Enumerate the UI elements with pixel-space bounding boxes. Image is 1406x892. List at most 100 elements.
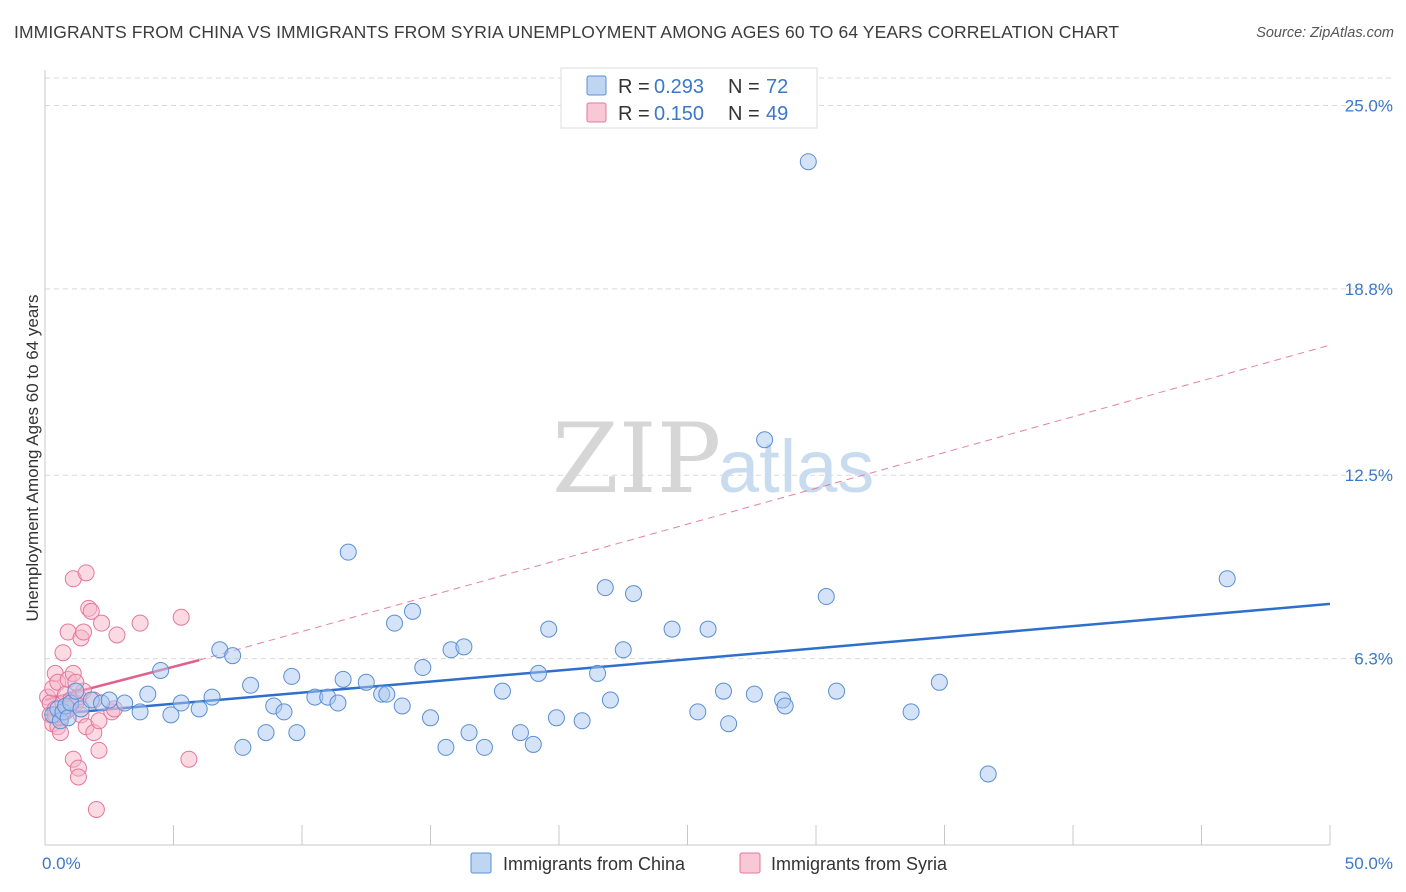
syria-point-36 xyxy=(87,801,105,819)
legend-bottom-syria-label: Immigrants from Syria xyxy=(771,854,948,874)
watermark-zip: ZIP xyxy=(552,403,721,515)
china-point-67 xyxy=(776,697,794,715)
china-point-27 xyxy=(283,667,301,685)
china-point-31 xyxy=(329,694,347,712)
china-point-22 xyxy=(234,738,252,756)
china-point-7 xyxy=(67,682,85,700)
china-point-45 xyxy=(460,724,478,742)
y-tick-labels: 6.3% 12.5% 18.8% 25.0% xyxy=(1345,96,1393,668)
china-point-74 xyxy=(1218,570,1236,588)
china-point-44 xyxy=(455,638,473,656)
china-point-18 xyxy=(190,700,208,718)
watermark: ZIP atlas xyxy=(552,403,874,515)
china-point-70 xyxy=(828,682,846,700)
china-point-71 xyxy=(902,703,920,721)
legend-top: R = 0.293 N = 72 R = 0.150 N = 49 xyxy=(560,67,818,129)
legend-bottom-china-swatch xyxy=(470,852,492,874)
syria-point-38 xyxy=(90,712,108,730)
china-point-49 xyxy=(524,735,542,753)
legend-syria-r-value: 0.150 xyxy=(654,103,704,125)
china-point-19 xyxy=(203,688,221,706)
syria-point-25 xyxy=(69,768,87,786)
china-point-61 xyxy=(699,620,717,638)
china-trend-line xyxy=(44,602,1331,717)
legend-china-n-label: N = xyxy=(728,76,760,98)
china-point-21 xyxy=(224,647,242,665)
china-point-56 xyxy=(601,691,619,709)
china-point-72 xyxy=(930,673,948,691)
syria-trend-dashed xyxy=(199,344,1331,661)
y-tick-label-0: 6.3% xyxy=(1354,650,1393,669)
china-point-58 xyxy=(625,585,643,603)
watermark-atlas: atlas xyxy=(718,425,874,508)
china-point-50 xyxy=(529,664,547,682)
chart-title: IMMIGRANTS FROM CHINA VS IMMIGRANTS FROM… xyxy=(14,22,1120,42)
syria-point-39 xyxy=(93,614,111,632)
china-point-69 xyxy=(817,588,835,606)
x-tick-labels: 0.0% 50.0% xyxy=(42,854,1393,873)
china-point-36 xyxy=(378,685,396,703)
china-point-33 xyxy=(339,543,357,561)
y-tick-label-1: 12.5% xyxy=(1345,466,1393,485)
syria-point-45 xyxy=(180,750,198,768)
x-tick-label-0: 0.0% xyxy=(42,854,81,873)
legend-bottom: Immigrants from China Immigrants from Sy… xyxy=(470,852,948,874)
china-point-11 xyxy=(100,691,118,709)
china-point-41 xyxy=(422,709,439,727)
syria-point-44 xyxy=(172,608,190,626)
legend-bottom-china-label: Immigrants from China xyxy=(503,854,686,874)
china-point-17 xyxy=(172,694,190,712)
china-point-54 xyxy=(589,664,607,682)
china-point-48 xyxy=(511,724,529,742)
china-point-40 xyxy=(414,659,432,677)
china-point-16 xyxy=(162,706,180,724)
gridlines xyxy=(45,77,1392,660)
china-point-15 xyxy=(152,661,170,679)
china-point-51 xyxy=(540,620,558,638)
china-point-55 xyxy=(596,579,614,597)
syria-point-43 xyxy=(131,614,149,632)
china-point-42 xyxy=(437,738,455,756)
syria-point-12 xyxy=(54,644,72,662)
china-point-59 xyxy=(663,620,681,638)
legend-syria-n-value: 49 xyxy=(766,103,788,125)
china-point-37 xyxy=(386,614,404,632)
legend-syria-n-label: N = xyxy=(728,103,760,125)
china-point-12 xyxy=(116,694,134,712)
source-credit: Source: ZipAtlas.com xyxy=(1256,25,1394,41)
china-point-73 xyxy=(979,765,997,783)
china-point-39 xyxy=(404,602,422,620)
x-tick-label-1: 50.0% xyxy=(1345,854,1393,873)
china-points xyxy=(44,153,1236,783)
china-point-34 xyxy=(357,673,375,691)
syria-point-42 xyxy=(108,626,126,644)
y-tick-label-3: 25.0% xyxy=(1345,96,1393,115)
legend-bottom-syria-swatch xyxy=(739,852,761,874)
china-point-38 xyxy=(393,697,411,715)
china-point-64 xyxy=(745,685,763,703)
legend-china-swatch xyxy=(586,75,607,96)
china-point-26 xyxy=(275,703,293,721)
china-point-65 xyxy=(756,431,774,449)
legend-china-r-value: 0.293 xyxy=(654,76,704,98)
y-axis-label: Unemployment Among Ages 60 to 64 years xyxy=(23,295,42,622)
legend-china-r-label: R = xyxy=(618,76,650,98)
china-point-46 xyxy=(475,738,493,756)
china-point-47 xyxy=(493,682,511,700)
china-point-60 xyxy=(689,703,707,721)
syria-point-28 xyxy=(75,623,93,641)
syria-point-37 xyxy=(90,741,108,759)
china-point-62 xyxy=(714,682,732,700)
legend-china-n-value: 72 xyxy=(766,76,788,98)
syria-point-31 xyxy=(77,564,95,582)
legend-syria-swatch xyxy=(586,102,607,123)
china-point-63 xyxy=(720,715,738,733)
china-point-32 xyxy=(334,670,352,688)
china-point-53 xyxy=(573,712,591,730)
china-point-13 xyxy=(131,703,149,721)
china-point-57 xyxy=(614,641,632,659)
china-point-68 xyxy=(799,153,817,171)
china-point-52 xyxy=(547,709,565,727)
china-point-24 xyxy=(257,724,275,742)
